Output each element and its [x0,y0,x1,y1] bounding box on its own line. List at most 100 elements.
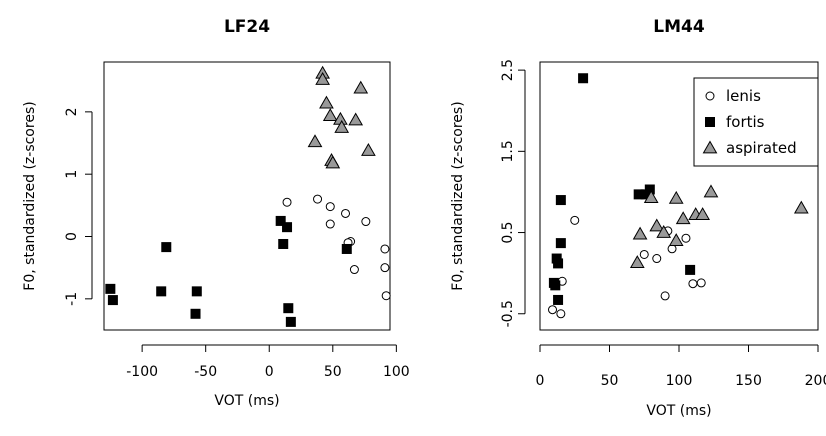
data-point-fortis [278,238,289,249]
legend-label-fortis: fortis [726,113,765,131]
chart-title: LM44 [653,17,705,37]
data-point-fortis [555,238,566,249]
legend-marker-aspirated [702,140,718,154]
data-point-aspirated [334,119,350,133]
legend-label-aspirated: aspirated [726,139,797,157]
data-point-aspirated [322,108,338,121]
data-point-lenis [380,244,390,254]
data-point-aspirated [632,226,648,240]
x-tick-label: 200 [805,373,826,389]
y-tick-label: 0 [64,232,80,241]
legend: lenis fortis aspirated [693,77,819,167]
plot-frame [103,61,391,331]
y-tick-label: 0.5 [500,221,516,243]
data-point-aspirated [325,155,341,169]
data-point-fortis [283,303,294,314]
y-tick-label: 1 [64,170,80,179]
data-point-aspirated [361,142,376,156]
data-point-lenis [688,279,698,289]
data-point-aspirated [656,225,672,238]
x-tick-label: 150 [735,373,762,389]
legend-marker-fortis [705,117,715,127]
x-tick-label: 0 [265,364,274,380]
data-point-lenis [282,197,292,207]
x-tick-label: -100 [126,364,158,380]
data-point-lenis [548,305,558,315]
data-point-fortis [105,283,116,294]
series-fortis [105,215,352,327]
data-point-lenis [325,219,335,229]
data-point-aspirated [307,134,323,148]
y-tick-label: 2.5 [500,59,516,81]
data-point-aspirated [793,200,809,214]
data-point-fortis [275,215,286,226]
data-point-lenis [325,202,335,212]
data-point-lenis [696,278,706,288]
data-point-aspirated [643,190,659,203]
series-aspirated [307,65,376,169]
data-point-fortis [685,264,696,275]
series-lenis [548,215,706,319]
data-point-lenis [380,263,390,273]
panel-lf24: LF24 -100 -50 0 50 100 VOT (ms) -1 0 1 2 F0, standa… [22,17,410,409]
data-point-aspirated [629,255,645,268]
y-tick-label: 1.5 [500,140,516,162]
data-point-lenis [381,291,391,301]
data-point-lenis [341,208,351,218]
x-tick-label: 0 [536,373,545,389]
data-point-lenis [660,291,670,301]
x-tick-label: -50 [194,364,217,380]
data-point-lenis [349,265,359,275]
x-tick-label: 100 [666,373,693,389]
plot-frame [539,61,819,331]
data-point-lenis [361,217,371,227]
y-tick-label: -1 [64,292,80,306]
y-axis-label: F0, standardized (z-scores) [22,101,38,290]
y-axis-label: F0, standardized (z-scores) [450,101,466,290]
data-point-aspirated [695,207,710,221]
x-axis-label: VOT (ms) [646,403,711,419]
data-point-fortis [341,243,352,254]
series-aspirated [629,184,809,268]
data-point-aspirated [668,190,684,204]
data-point-fortis [190,308,201,319]
x-axis-label: VOT (ms) [214,393,279,409]
data-point-aspirated [703,184,719,198]
data-point-lenis [556,309,566,319]
data-point-aspirated [348,112,364,126]
series-fortis [548,73,696,305]
data-point-fortis [285,316,296,327]
y-tick-label: 2 [64,107,80,116]
data-point-aspirated [675,211,691,225]
data-point-fortis [553,294,564,305]
data-point-lenis [570,215,580,225]
data-point-fortis [550,280,561,291]
data-point-fortis [161,242,172,253]
data-point-aspirated [319,95,334,109]
data-point-fortis [555,195,566,206]
panel-lm44: LM44 0 50 100 150 200 VOT (ms) -0.5 0.5 1.5 2.5 F0,… [450,17,826,419]
data-point-fortis [156,286,167,297]
data-point-lenis [639,249,649,259]
data-point-aspirated [668,233,684,247]
data-point-aspirated [649,218,665,232]
series-lenis [282,194,391,301]
data-point-fortis [191,286,202,297]
data-point-aspirated [315,71,330,85]
data-point-fortis [282,222,293,233]
chart-title: LF24 [224,17,270,37]
x-tick-label: 50 [601,373,619,389]
data-point-aspirated [353,80,369,94]
data-point-lenis [313,194,323,204]
x-tick-label: 100 [383,364,410,380]
y-tick-label: -0.5 [500,300,516,327]
data-point-fortis [107,295,118,306]
legend-marker-lenis [705,91,715,101]
data-point-fortis [578,73,589,84]
data-point-lenis [681,233,691,243]
legend-label-lenis: lenis [726,87,761,105]
x-tick-label: 50 [324,364,342,380]
data-point-fortis [553,258,564,269]
data-point-lenis [652,254,662,264]
